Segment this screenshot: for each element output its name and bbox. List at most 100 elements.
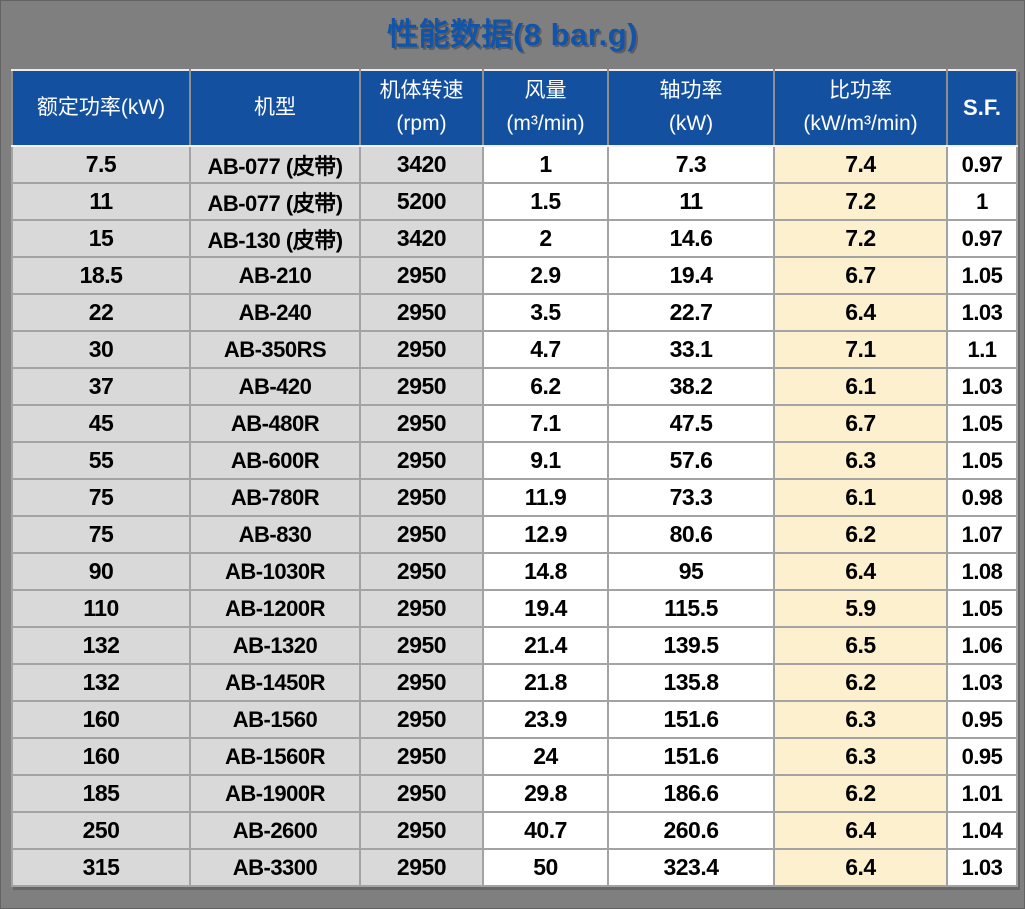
cell-r15-c4: 151.6 [607,700,775,739]
cell-r10-c1: AB-830 [189,515,361,554]
cell-r10-c2: 2950 [359,515,484,554]
cell-r16-c0: 160 [11,737,191,776]
cell-r5-c2: 2950 [359,330,484,369]
cell-r17-c6: 1.01 [946,774,1018,813]
cell-r17-c1: AB-1900R [189,774,361,813]
cell-r15-c0: 160 [11,700,191,739]
cell-r1-c4: 11 [607,182,775,221]
cell-r10-c0: 75 [11,515,191,554]
cell-r8-c6: 1.05 [946,441,1018,480]
column-unit: (kW) [668,112,714,135]
column-header-4: 轴功率 (kW) [607,69,775,147]
cell-r19-c3: 50 [482,848,609,887]
cell-r11-c3: 14.8 [482,552,609,591]
table-row: 30 AB-350RS 2950 4.7 33.1 7.1 1.1 [11,330,1018,369]
cell-r6-c4: 38.2 [607,367,775,406]
table-row: 185 AB-1900R 2950 29.8 186.6 6.2 1.01 [11,774,1018,813]
table-row: 90 AB-1030R 2950 14.8 95 6.4 1.08 [11,552,1018,591]
cell-r7-c0: 45 [11,404,191,443]
cell-r10-c5: 6.2 [773,515,948,554]
cell-r19-c0: 315 [11,848,191,887]
column-unit: (kW/m³/min) [803,112,918,135]
table-row: 132 AB-1320 2950 21.4 139.5 6.5 1.06 [11,626,1018,665]
cell-r8-c1: AB-600R [189,441,361,480]
cell-r5-c3: 4.7 [482,330,609,369]
cell-r0-c2: 3420 [359,145,484,184]
cell-r4-c3: 3.5 [482,293,609,332]
cell-r3-c0: 18.5 [11,256,191,295]
cell-r1-c3: 1.5 [482,182,609,221]
cell-r1-c2: 5200 [359,182,484,221]
cell-r5-c5: 7.1 [773,330,948,369]
cell-r14-c2: 2950 [359,663,484,702]
cell-r4-c6: 1.03 [946,293,1018,332]
cell-r4-c0: 22 [11,293,191,332]
cell-r14-c6: 1.03 [946,663,1018,702]
cell-r0-c5: 7.4 [773,145,948,184]
cell-r2-c6: 0.97 [946,219,1018,258]
cell-r8-c0: 55 [11,441,191,480]
table-row: 22 AB-240 2950 3.5 22.7 6.4 1.03 [11,293,1018,332]
cell-r5-c0: 30 [11,330,191,369]
cell-r16-c4: 151.6 [607,737,775,776]
table-row: 75 AB-780R 2950 11.9 73.3 6.1 0.98 [11,478,1018,517]
cell-r14-c1: AB-1450R [189,663,361,702]
cell-r18-c3: 40.7 [482,811,609,850]
cell-r2-c5: 7.2 [773,219,948,258]
cell-r6-c0: 37 [11,367,191,406]
column-title: 比功率 [829,79,892,103]
column-header-3: 风量 (m³/min) [482,69,609,147]
cell-r15-c6: 0.95 [946,700,1018,739]
cell-r16-c3: 24 [482,737,609,776]
cell-r2-c2: 3420 [359,219,484,258]
cell-r9-c3: 11.9 [482,478,609,517]
cell-r5-c4: 33.1 [607,330,775,369]
cell-r12-c3: 19.4 [482,589,609,628]
cell-r3-c1: AB-210 [189,256,361,295]
cell-r1-c0: 11 [11,182,191,221]
table-row: 160 AB-1560 2950 23.9 151.6 6.3 0.95 [11,700,1018,739]
cell-r12-c6: 1.05 [946,589,1018,628]
cell-r17-c2: 2950 [359,774,484,813]
cell-r8-c4: 57.6 [607,441,775,480]
cell-r3-c6: 1.05 [946,256,1018,295]
cell-r7-c2: 2950 [359,404,484,443]
table-row: 45 AB-480R 2950 7.1 47.5 6.7 1.05 [11,404,1018,443]
cell-r16-c1: AB-1560R [189,737,361,776]
table-row: 15 AB-130 (皮带) 3420 2 14.6 7.2 0.97 [11,219,1018,258]
cell-r6-c1: AB-420 [189,367,361,406]
cell-r13-c0: 132 [11,626,191,665]
cell-r14-c5: 6.2 [773,663,948,702]
cell-r7-c6: 1.05 [946,404,1018,443]
cell-r7-c4: 47.5 [607,404,775,443]
table-row: 110 AB-1200R 2950 19.4 115.5 5.9 1.05 [11,589,1018,628]
table-body: 7.5 AB-077 (皮带) 3420 1 7.3 7.4 0.97 11 AB-077 (皮… [11,145,1018,887]
table-row: 18.5 AB-210 2950 2.9 19.4 6.7 1.05 [11,256,1018,295]
cell-r19-c5: 6.4 [773,848,948,887]
cell-r16-c5: 6.3 [773,737,948,776]
table-row: 55 AB-600R 2950 9.1 57.6 6.3 1.05 [11,441,1018,480]
column-title: 轴功率 [659,79,723,103]
cell-r13-c3: 21.4 [482,626,609,665]
cell-r18-c5: 6.4 [773,811,948,850]
cell-r12-c2: 2950 [359,589,484,628]
cell-r19-c4: 323.4 [607,848,775,887]
column-unit: (m³/min) [506,112,585,135]
column-header-6: S.F. [946,69,1018,147]
cell-r11-c6: 1.08 [946,552,1018,591]
performance-table: 额定功率(kW) 机型 机体转速 (rpm) 风量 (m³/min) 轴功率 (kW) 比功率 (… [11,69,1018,887]
column-header-1: 机型 [189,69,361,147]
cell-r12-c0: 110 [11,589,191,628]
cell-r4-c1: AB-240 [189,293,361,332]
cell-r19-c6: 1.03 [946,848,1018,887]
cell-r3-c2: 2950 [359,256,484,295]
cell-r3-c3: 2.9 [482,256,609,295]
cell-r12-c1: AB-1200R [189,589,361,628]
cell-r2-c4: 14.6 [607,219,775,258]
cell-r3-c5: 6.7 [773,256,948,295]
cell-r5-c6: 1.1 [946,330,1018,369]
cell-r1-c5: 7.2 [773,182,948,221]
cell-r14-c3: 21.8 [482,663,609,702]
cell-r6-c2: 2950 [359,367,484,406]
